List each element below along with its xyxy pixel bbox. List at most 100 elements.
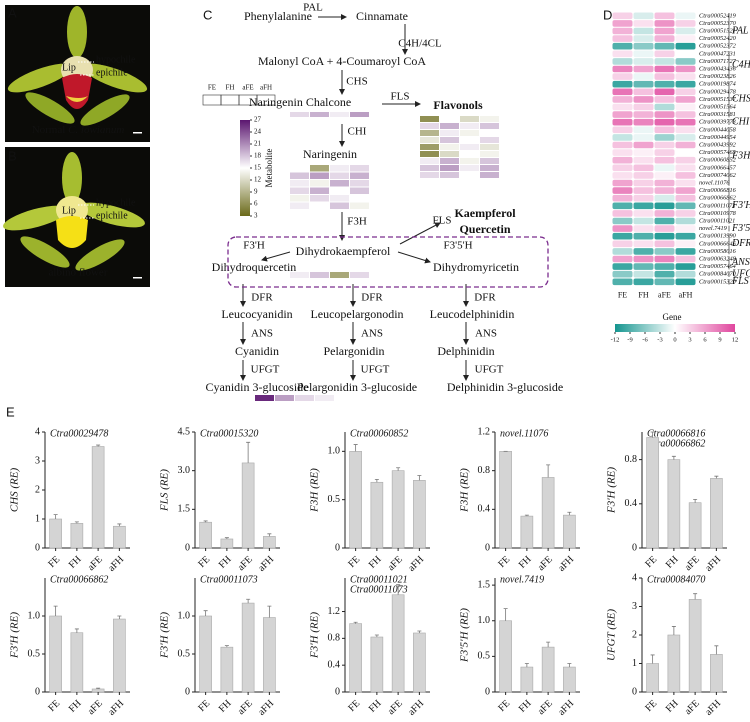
gene-label: Ctra00052420 [699,35,737,42]
heat-cell [460,137,479,143]
pathway-text: F3H [347,216,367,228]
error-bar [417,630,422,633]
y-tick-label: 1.2 [478,426,491,437]
x-tick-label: aFH [556,698,576,718]
gene-label: Ctra00015320 [699,278,737,285]
error-bar [203,520,208,523]
heat-cell [633,149,654,156]
pathway-text: Delphinidin 3-glucoside [447,380,563,394]
error-bar [374,478,379,483]
y-axis-label: F3H (RE) [309,468,321,513]
x-tick-label: FE [46,554,62,570]
x-tick-label: FH [67,698,84,715]
bar [241,462,255,549]
photo-a [5,5,150,142]
bar [91,446,105,549]
gene-annotation: novel.11076 [500,428,548,439]
pathway-text: Leucodelphinidin [430,307,515,321]
heat-cell [480,116,499,122]
heat-cell [295,395,314,401]
gene-annotation: Ctra00066816 [647,428,705,439]
pathway-text: F3'H [243,240,265,252]
heat-cell [654,232,675,240]
heat-cell [612,58,633,65]
heat-cell [654,149,675,156]
heat-cell [440,123,459,129]
heat-cell [654,210,675,217]
x-tick-label: aFE [536,554,555,573]
gene-label: Ctra00043992 [699,141,737,148]
arrow [261,251,291,262]
heat-cell [633,126,654,134]
heat-cell [654,88,675,96]
gene-label: novel.7419 [699,225,728,232]
gene-label: Ctra00047231 [699,50,736,57]
gene-label: Ctra00051537 [699,96,737,103]
error-bar [396,467,401,471]
content: A B C D E Lip hypochile epichile Lip hypochile epi… [6,2,750,718]
gene-label: Ctra00084070 [699,271,737,278]
epichile-label: epichile [96,67,128,78]
gene-annotation: Ctra00084070 [647,574,705,585]
heat-cell [420,123,439,129]
heat-cell [440,172,459,178]
heat-cell [675,248,696,255]
heat-cell [675,12,696,20]
heat-cell [350,165,369,172]
heat-cell [654,134,675,141]
y-tick-label: 0.4 [328,659,341,670]
legend-column: aFH [260,84,272,92]
column-label: aFE [658,290,671,299]
x-tick-label: FE [46,698,62,714]
dashed-box [227,236,549,288]
color-bar [615,324,735,332]
heat-cell [675,149,696,156]
heat-cell [675,134,696,141]
heat-cell [612,232,633,240]
gene-annotation: Ctra00011073 [350,584,408,595]
heat-cell [290,180,309,187]
y-tick-label: 1.0 [178,610,191,621]
heat-cell [350,172,369,179]
heat-cell [480,172,499,178]
hypochile-label: hypochile [96,197,136,208]
heat-cell [654,156,675,164]
bar [688,502,702,549]
heat-cell [633,225,654,232]
heat-cell [612,73,633,80]
heat-cell [654,12,675,20]
heat-cell [633,58,654,65]
error-bar [546,464,551,478]
heat-cell [310,165,329,172]
gene-label: novel.11076 [699,179,730,186]
heat-cell [633,111,654,118]
gene-label: Ctra00011021 [699,217,735,224]
heat-cell [420,151,439,157]
caption: Normal C. lowianum [32,124,125,136]
heat-cell [654,179,675,187]
x-tick-label: FH [664,698,681,715]
error-bar [503,608,508,621]
heat-cell [654,20,675,27]
legend-column: FE [208,84,216,92]
heat-cell [350,272,369,278]
error-bar [224,645,229,648]
panel-label: D [603,7,612,22]
y-axis-label: F3'H (RE) [309,612,321,659]
pathway-text: UFGT [251,364,280,376]
heat-cell [675,96,696,103]
heat-cell [633,141,654,149]
pathway-text: ANS [475,328,497,340]
y-tick-label: 0.5 [178,648,191,659]
y-tick-label: 0 [485,542,490,553]
bar [220,538,234,549]
heat-cell [633,65,654,73]
pathway-text: Phenylalanine [244,9,312,23]
bar [70,523,84,549]
gene-label: Ctra00057465 [699,149,736,156]
heat-cell [633,240,654,248]
bar [91,688,105,693]
tick-label: 6 [703,336,707,343]
heat-cell [633,27,654,35]
pathway-text: Dihydromyricetin [433,260,519,274]
